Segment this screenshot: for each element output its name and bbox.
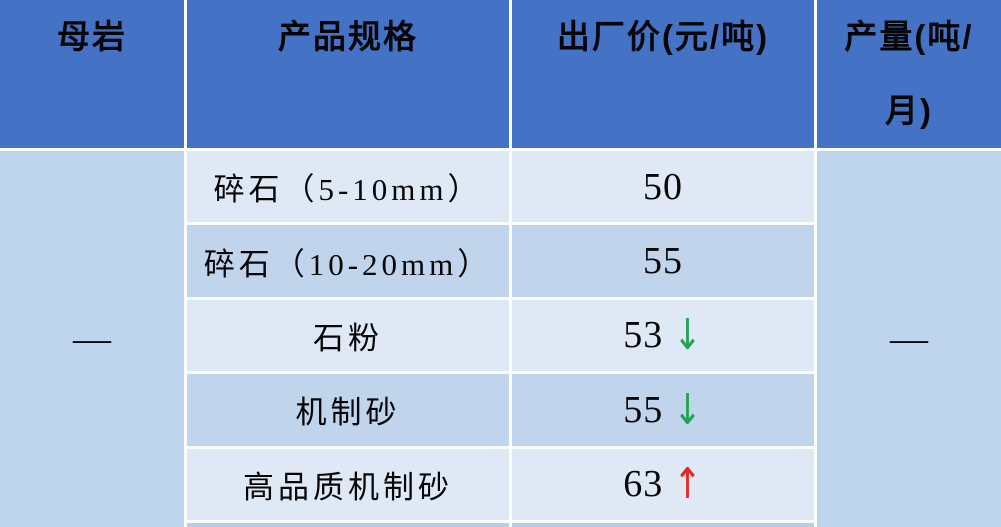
price-down-arrow-icon: ↓ [673, 310, 703, 361]
table-row-1-spec: 碎石（5-10mm） [187, 151, 509, 223]
table-row-5-spec: 高品质机制砂 [187, 448, 509, 520]
table-row-3-spec: 石粉 [187, 299, 509, 372]
table-row-3-price: 53 ↓ [512, 299, 814, 372]
price-up-arrow-icon: ↑ [673, 459, 703, 510]
header-cell-price: 出厂价(元/吨) [512, 0, 814, 148]
table-row-2-spec: 碎石（10-20mm） [187, 225, 509, 297]
header-cell-spec: 产品规格 [187, 0, 509, 148]
price-value: 55 [623, 388, 664, 431]
header-label-price: 出厂价(元/吨) [556, 18, 770, 55]
spec-label: 碎石（5-10mm） [213, 172, 483, 208]
spec-label: 高品质机制砂 [243, 469, 453, 505]
table-row-4-price: 55 ↓ [512, 374, 814, 446]
header-label-output: 产量(吨/ 月) [844, 0, 973, 148]
header-label-spec: 产品规格 [278, 18, 418, 55]
price-value: 63 [623, 463, 664, 506]
spec-label: 碎石（10-20mm） [203, 246, 493, 282]
price-down-arrow-icon: ↓ [673, 384, 703, 435]
price-value: 50 [643, 165, 683, 208]
spec-label: 机制砂 [295, 395, 401, 431]
table-row-2-price: 55 [512, 225, 814, 297]
next-row-sliver [512, 523, 814, 527]
table-row-4-spec: 机制砂 [187, 374, 509, 446]
table-row-1-price: 50 [512, 151, 814, 223]
rock-dash-value: — [73, 318, 111, 360]
output-merged-cell: — [817, 151, 1001, 527]
price-value: 53 [623, 314, 664, 357]
table-row-5-price: 63 ↑ [512, 448, 814, 520]
output-dash-value: — [890, 318, 928, 360]
spec-label: 石粉 [313, 320, 383, 356]
rock-merged-cell: — [0, 151, 184, 527]
header-label-rock: 母岩 [57, 18, 127, 55]
header-label-output-line1: 产量(吨/ [844, 18, 974, 55]
next-row-sliver [187, 523, 509, 527]
header-cell-rock: 母岩 [0, 0, 184, 148]
header-cell-output: 产量(吨/ 月) [817, 0, 1001, 148]
header-label-output-line2: 月) [884, 92, 933, 129]
price-value: 55 [643, 240, 683, 283]
